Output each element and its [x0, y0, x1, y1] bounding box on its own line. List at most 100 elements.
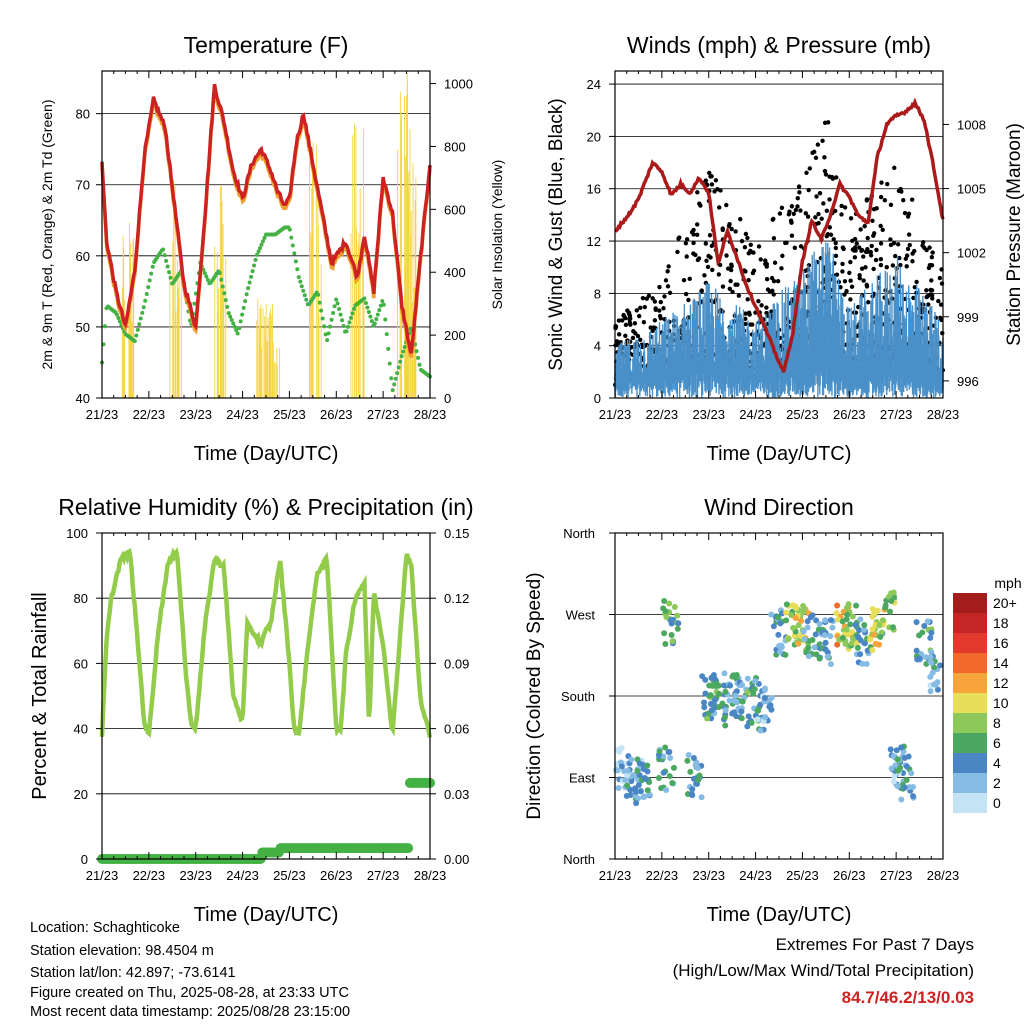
wind-direction-point: [843, 616, 850, 623]
gust-point: [638, 305, 643, 311]
gust-point: [684, 254, 689, 259]
wind-direction-point: [687, 768, 694, 775]
dewpoint-point: [243, 299, 248, 304]
gust-point: [763, 261, 768, 267]
gust-point: [847, 270, 852, 276]
gust-point: [871, 231, 877, 236]
wind-direction-point: [854, 644, 861, 651]
wind-direction-point: [861, 622, 868, 629]
wind-direction-point: [887, 608, 894, 615]
dewpoint-point: [228, 314, 233, 319]
wind-direction-point: [627, 786, 634, 793]
gust-point: [871, 266, 876, 272]
dewpoint-point: [304, 297, 309, 302]
wind-direction-point: [666, 600, 673, 607]
panel3-ytick-right-label: 0.00: [444, 852, 469, 867]
dewpoint-point: [369, 319, 374, 324]
dewpoint-point: [335, 301, 340, 306]
gust-point: [658, 299, 663, 305]
gust-point: [771, 236, 777, 241]
dewpoint-point: [328, 324, 333, 329]
gust-point: [816, 211, 821, 217]
panel2-ytick-right-label: 996: [957, 374, 979, 389]
wind-direction-point: [616, 748, 623, 755]
wind-direction-point: [754, 707, 761, 714]
dewpoint-point: [150, 264, 155, 269]
wind-direction-point: [860, 626, 867, 633]
dewpoint-point: [241, 305, 246, 310]
gust-point: [666, 264, 671, 269]
dewpoint-point: [383, 317, 388, 322]
gust-point: [907, 242, 912, 248]
dewpoint-point: [390, 388, 395, 393]
dewpoint-point: [344, 329, 349, 334]
gust-point: [812, 149, 817, 155]
panel3-xtick-label: 28/23: [414, 868, 447, 883]
wind-direction-point: [872, 640, 879, 647]
dewpoint-point: [226, 311, 231, 316]
wind-direction-point: [614, 767, 621, 774]
colorbar-label: 6: [993, 735, 1001, 751]
gust-point: [743, 231, 749, 237]
wind-direction-point: [812, 631, 819, 638]
gust-point: [937, 275, 943, 281]
wind-direction-point: [910, 793, 917, 800]
panel1-title: Temperature (F): [184, 32, 349, 58]
gust-point: [893, 253, 898, 259]
extremes-values: 84.7/46.2/13/0.03: [841, 988, 974, 1007]
wind-direction-point: [707, 700, 714, 707]
wind-direction-point: [624, 767, 631, 774]
wind-direction-point: [839, 634, 846, 641]
precipitation-point: [403, 843, 414, 854]
wind-direction-point: [721, 670, 728, 677]
gust-point: [852, 236, 858, 242]
gust-point: [677, 235, 682, 240]
gust-point: [725, 266, 731, 271]
wind-direction-point: [666, 773, 673, 780]
wind-direction-point: [662, 744, 669, 751]
wind-direction-point: [744, 675, 751, 682]
wind-direction-point: [827, 661, 834, 668]
wind-direction-point: [733, 699, 740, 706]
wind-direction-point: [757, 701, 764, 708]
panel1-xtick-label: 24/23: [226, 407, 259, 422]
dewpoint-point: [386, 346, 391, 351]
gust-point: [938, 302, 944, 307]
panel1-xtick-label: 26/23: [320, 407, 353, 422]
panel3-xtick-label: 22/23: [133, 868, 166, 883]
wind-direction-point: [669, 638, 676, 645]
colorbar-label: 16: [993, 635, 1009, 651]
dewpoint-point: [402, 344, 407, 349]
dewpoint-point: [414, 349, 419, 354]
dewpoint-point: [147, 278, 152, 283]
wind-direction-point: [694, 765, 701, 772]
dewpoint-point: [258, 246, 263, 251]
gust-point: [707, 233, 713, 238]
dewpoint-point: [135, 327, 140, 332]
dewpoint-point: [229, 317, 234, 322]
gust-point: [823, 172, 829, 177]
wind-direction-point: [800, 609, 807, 616]
wind-direction-point: [857, 637, 864, 644]
wind-direction-point: [738, 708, 745, 715]
gust-point: [822, 168, 828, 174]
wind-direction-point: [919, 629, 926, 636]
panel3-ytick-label: 80: [74, 591, 88, 606]
dewpoint-point: [238, 319, 243, 324]
gust-point: [720, 226, 725, 231]
wind-direction-point: [821, 632, 828, 639]
wind-direction-point: [914, 656, 921, 663]
wind-direction-point: [829, 624, 836, 631]
wind-direction-point: [628, 778, 635, 785]
wind-direction-point: [643, 776, 650, 783]
gust-point: [653, 307, 658, 312]
wind-direction-point: [722, 688, 729, 695]
wind-direction-point: [674, 625, 681, 632]
gust-point: [933, 315, 939, 320]
gust-point: [904, 264, 909, 269]
wind-direction-point: [730, 709, 737, 716]
gust-point: [764, 276, 770, 282]
colorbar-swatch: [953, 753, 987, 773]
dewpoint-point: [247, 280, 252, 285]
